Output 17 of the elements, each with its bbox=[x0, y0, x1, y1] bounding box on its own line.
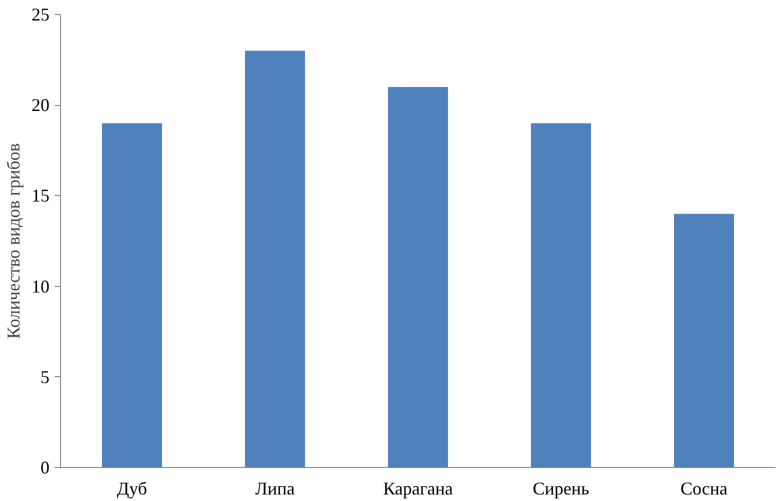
bar bbox=[530, 123, 592, 468]
x-tick-label: Карагана bbox=[383, 478, 453, 498]
x-tick-label: Сирень bbox=[532, 478, 590, 498]
y-tick-label: 20 bbox=[32, 95, 50, 116]
y-axis-title: Количество видов грибов bbox=[4, 143, 24, 339]
y-tick-label: 25 bbox=[32, 4, 50, 24]
x-tick-label: Дуб bbox=[116, 478, 148, 498]
bar bbox=[674, 214, 734, 468]
x-tick-label: Сосна bbox=[680, 478, 728, 498]
bar bbox=[388, 86, 448, 468]
x-tick-label: Липа bbox=[255, 478, 295, 498]
y-tick-label: 15 bbox=[32, 186, 50, 206]
y-tick-label: 10 bbox=[32, 276, 50, 296]
y-tick-label: 5 bbox=[40, 366, 50, 387]
bar bbox=[244, 50, 306, 468]
bar bbox=[102, 123, 162, 468]
y-tick-label: 0 bbox=[40, 458, 50, 478]
